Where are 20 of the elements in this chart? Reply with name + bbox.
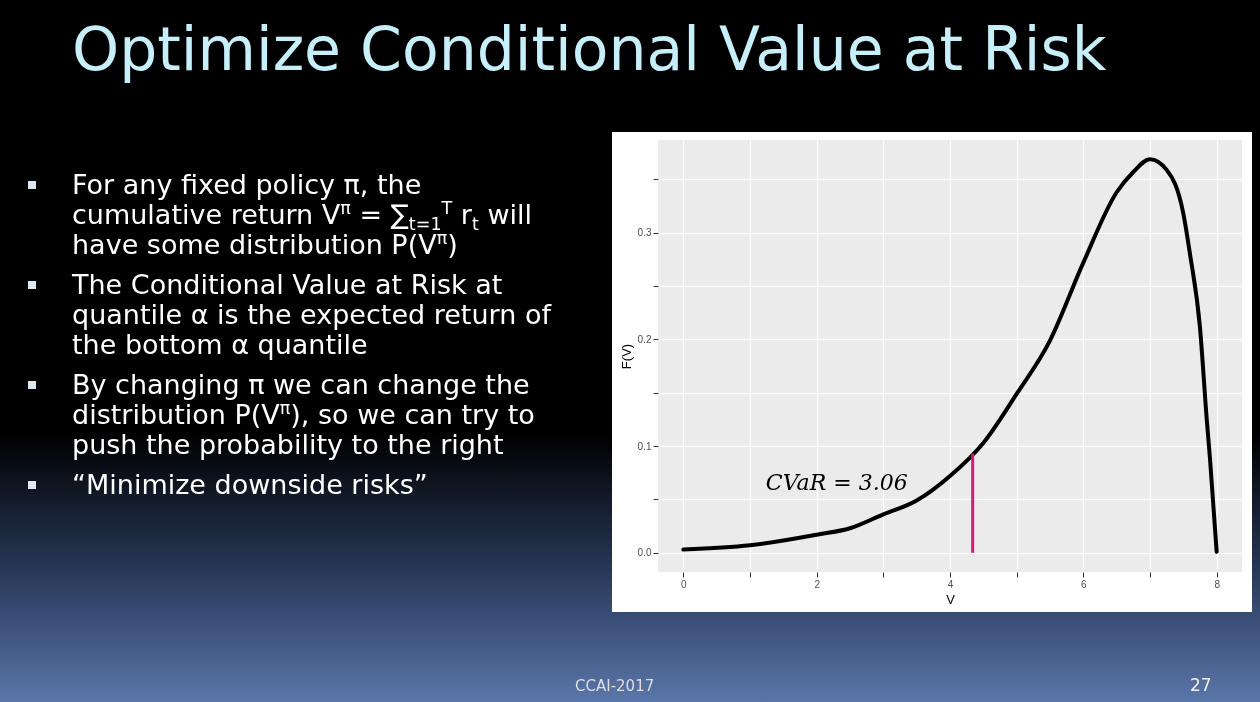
text: For any fixed policy π, the cumulative return V$^{π}$ = ∑$_{t=1}$$^{T}$ r$_{t}$ will have some distribution P(V$^{π}$) xyxy=(72,169,533,260)
line-series xyxy=(681,157,1219,554)
text: By changing π we can change the distribution P(V$^{π}$), so we can try to push the probability to the right xyxy=(71,369,536,460)
x-tick-label: 4 xyxy=(947,578,954,590)
y-axis-title: F(V) xyxy=(618,343,634,370)
text: 27 xyxy=(1190,675,1212,695)
x-tick-label: 2 xyxy=(814,578,821,590)
text: “Minimize downside risks” xyxy=(71,469,429,500)
y-tick-label: 0.0 xyxy=(637,547,652,559)
x-tick-label: 8 xyxy=(1214,578,1221,590)
y-tick-label: 0.1 xyxy=(637,440,652,452)
x-tick-label: 0 xyxy=(681,578,688,590)
y-tick-label: 0.2 xyxy=(637,333,652,345)
text: The Conditional Value at Risk at quantile α is the expected return of the bottom α quantile xyxy=(71,269,553,360)
x-tick-label: 6 xyxy=(1081,578,1088,590)
y-tick-label: 0.3 xyxy=(637,227,652,239)
text: CCAI-2017 xyxy=(575,677,655,695)
x-axis-title: V xyxy=(946,591,956,607)
chart-title: Optimize Conditional Value at Risk xyxy=(72,14,1107,84)
annotation: CVaR = 3.06 xyxy=(765,470,908,496)
